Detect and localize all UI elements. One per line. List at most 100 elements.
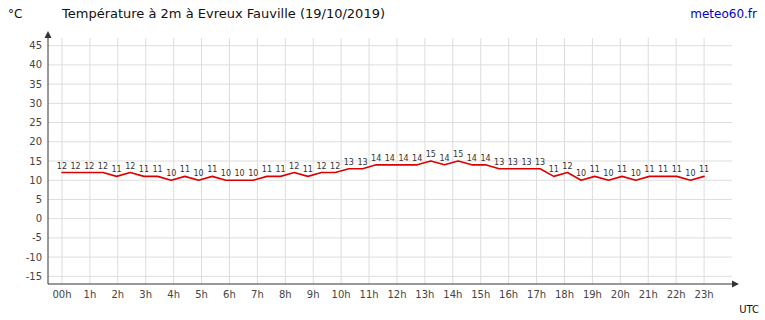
data-label: 12: [330, 162, 340, 171]
plot-area: [62, 161, 704, 180]
grid: [48, 38, 732, 284]
grid-line-y: [48, 84, 732, 85]
data-label: 10: [234, 169, 244, 178]
data-label: 11: [658, 165, 668, 174]
data-label: 11: [112, 165, 122, 174]
grid-line-x: [592, 38, 593, 284]
data-label: 14: [385, 154, 395, 163]
y-tick-label: 25: [29, 117, 42, 128]
title: Température à 2m à Evreux Fauville (19/1…: [61, 6, 385, 21]
grid-line-y: [48, 218, 732, 219]
x-tick-label: 23h: [695, 289, 714, 300]
grid-line-y: [48, 45, 732, 46]
x-axis-label: UTC: [739, 304, 759, 315]
y-tick-label: 10: [29, 175, 42, 186]
data-label: 10: [248, 169, 258, 178]
data-labels: 1212121211121111101110111010101111121112…: [57, 150, 709, 178]
data-label: 11: [275, 165, 285, 174]
data-label: 10: [631, 169, 641, 178]
data-label: 10: [193, 169, 203, 178]
grid-line-x: [117, 38, 118, 284]
grid-line-x: [369, 38, 370, 284]
x-tick-label: 20h: [611, 289, 630, 300]
y-tick-label: -10: [26, 252, 42, 263]
grid-line-x: [313, 38, 314, 284]
y-tick-label: 40: [29, 59, 42, 70]
grid-line-x: [704, 38, 705, 284]
grid-line-x: [452, 38, 453, 284]
y-tick-label: 30: [29, 98, 42, 109]
x-tick-label: 6h: [223, 289, 236, 300]
x-tick-label: 14h: [443, 289, 462, 300]
grid-line-y: [48, 141, 732, 142]
data-label: 13: [344, 158, 354, 167]
grid-line-x: [424, 38, 425, 284]
data-label: 10: [166, 169, 176, 178]
x-axis: [48, 284, 732, 285]
data-label: 11: [153, 165, 163, 174]
data-label: 11: [180, 165, 190, 174]
grid-line-x: [648, 38, 649, 284]
y-tick-label: 15: [29, 156, 42, 167]
data-label: 14: [467, 154, 477, 163]
data-label: 10: [603, 169, 613, 178]
grid-line-y: [48, 276, 732, 277]
data-label: 11: [617, 165, 627, 174]
grid-line-x: [229, 38, 230, 284]
watermark: meteo60.fr: [690, 7, 757, 21]
x-tick-label: 9h: [307, 289, 320, 300]
y-tick-label: -5: [32, 232, 42, 243]
data-label: 11: [672, 165, 682, 174]
grid-line-y: [48, 64, 732, 65]
data-label: 10: [221, 169, 231, 178]
x-tick-label: 12h: [387, 289, 406, 300]
data-label: 11: [207, 165, 217, 174]
data-label: 14: [371, 154, 381, 163]
grid-line-y: [48, 257, 732, 258]
grid-line-x: [285, 38, 286, 284]
grid-line-x: [396, 38, 397, 284]
x-tick-labels: 00h1h2h3h4h5h6h7h8h9h10h11h12h13h14h15h1…: [52, 289, 713, 300]
grid-line-x: [257, 38, 258, 284]
x-tick-label: 13h: [415, 289, 434, 300]
data-label: 13: [521, 158, 531, 167]
data-label: 12: [98, 162, 108, 171]
data-label: 14: [398, 154, 408, 163]
x-tick-label: 8h: [279, 289, 292, 300]
data-label: 11: [699, 165, 709, 174]
grid-line-y: [48, 122, 732, 123]
grid-line-x: [620, 38, 621, 284]
data-label: 13: [494, 158, 504, 167]
data-label: 12: [562, 162, 572, 171]
data-label: 15: [453, 150, 463, 159]
y-tick-label: 0: [36, 213, 42, 224]
x-tick-label: 2h: [111, 289, 124, 300]
x-tick-label: 21h: [639, 289, 658, 300]
x-tick-label: 1h: [84, 289, 97, 300]
data-label: 10: [685, 169, 695, 178]
data-label: 14: [480, 154, 490, 163]
data-label: 14: [439, 154, 449, 163]
x-tick-label: 17h: [527, 289, 546, 300]
grid-line-x: [173, 38, 174, 284]
y-tick-label: 20: [29, 136, 42, 147]
x-tick-label: 16h: [499, 289, 518, 300]
axes: [45, 31, 740, 288]
y-tick-labels: -15-10-5051015202530354045: [26, 40, 42, 282]
grid-line-x: [341, 38, 342, 284]
data-label: 11: [303, 165, 313, 174]
data-label: 15: [426, 150, 436, 159]
x-tick-label: 22h: [667, 289, 686, 300]
x-tick-label: 15h: [471, 289, 490, 300]
data-label: 11: [644, 165, 654, 174]
x-tick-label: 4h: [167, 289, 180, 300]
x-tick-label: 10h: [332, 289, 351, 300]
x-tick-label: 3h: [139, 289, 152, 300]
data-label: 13: [508, 158, 518, 167]
x-tick-label: 00h: [52, 289, 71, 300]
data-label: 13: [535, 158, 545, 167]
x-tick-label: 18h: [555, 289, 574, 300]
x-tick-label: 11h: [360, 289, 379, 300]
grid-line-y: [48, 103, 732, 104]
y-axis: [48, 38, 49, 284]
